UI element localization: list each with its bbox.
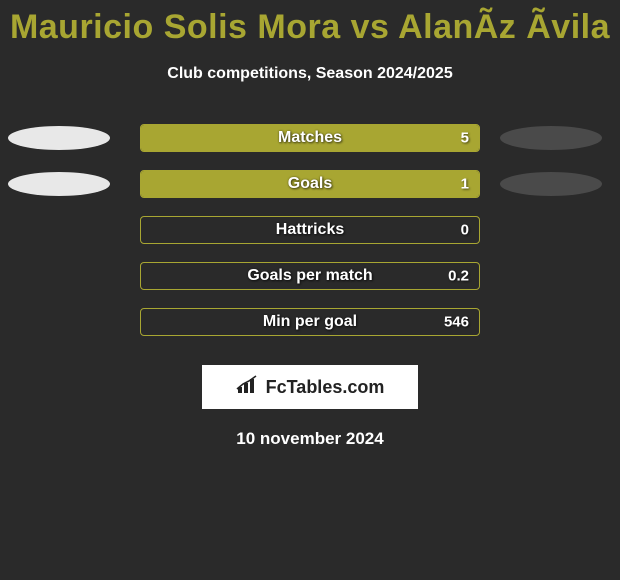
stat-row: Min per goal 546 xyxy=(0,299,620,345)
stat-label: Goals per match xyxy=(247,267,372,285)
stat-value: 546 xyxy=(444,314,469,331)
stat-bar: Goals 1 xyxy=(140,170,480,198)
player-left-marker xyxy=(8,172,110,196)
stat-row: Hattricks 0 xyxy=(0,207,620,253)
bar-chart-icon xyxy=(236,375,260,400)
stat-value: 5 xyxy=(461,130,469,147)
stat-row: Goals 1 xyxy=(0,161,620,207)
stat-value: 0.2 xyxy=(448,268,469,285)
stat-bar: Hattricks 0 xyxy=(140,216,480,244)
page-title: Mauricio Solis Mora vs AlanÃ­z Ãvila xyxy=(0,8,620,47)
subtitle: Club competitions, Season 2024/2025 xyxy=(0,65,620,83)
stat-bar: Matches 5 xyxy=(140,124,480,152)
stat-rows: Matches 5 Goals 1 Hattricks 0 Goals per match 0… xyxy=(0,115,620,345)
stat-bar: Goals per match 0.2 xyxy=(140,262,480,290)
stat-label: Goals xyxy=(288,175,332,193)
comparison-card: Mauricio Solis Mora vs AlanÃ­z Ãvila Clu… xyxy=(0,0,620,449)
date-text: 10 november 2024 xyxy=(0,429,620,449)
logo-box[interactable]: FcTables.com xyxy=(202,365,418,409)
stat-row: Goals per match 0.2 xyxy=(0,253,620,299)
player-left-marker xyxy=(8,126,110,150)
player-right-marker xyxy=(500,126,602,150)
stat-value: 1 xyxy=(461,176,469,193)
stat-row: Matches 5 xyxy=(0,115,620,161)
stat-label: Min per goal xyxy=(263,313,357,331)
stat-label: Hattricks xyxy=(276,221,344,239)
logo-text: FcTables.com xyxy=(266,377,385,398)
player-right-marker xyxy=(500,172,602,196)
stat-label: Matches xyxy=(278,129,342,147)
stat-value: 0 xyxy=(461,222,469,239)
stat-bar: Min per goal 546 xyxy=(140,308,480,336)
